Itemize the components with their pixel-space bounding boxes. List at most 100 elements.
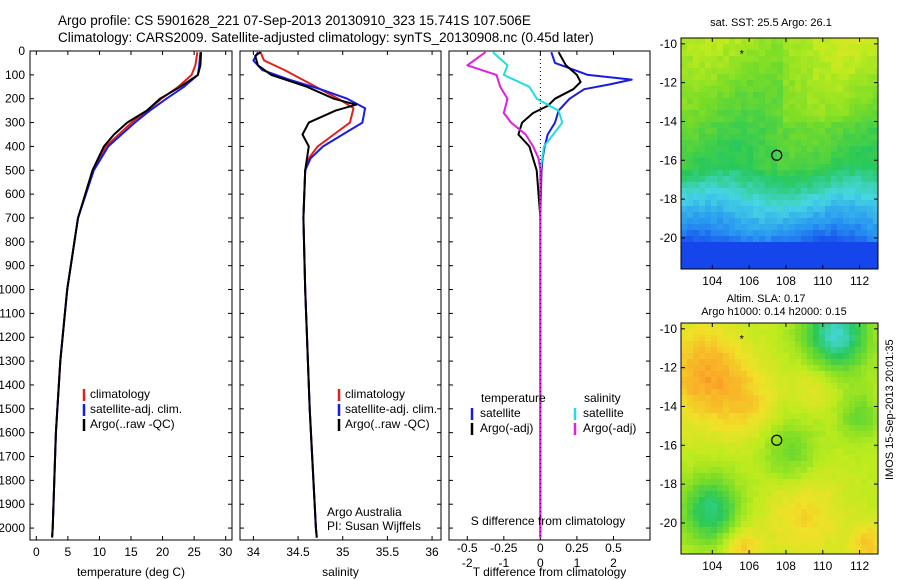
map-cell — [849, 527, 856, 534]
map-cell — [705, 134, 712, 141]
map-cell — [717, 431, 724, 438]
map-cell — [849, 212, 856, 219]
map-cell — [831, 401, 838, 408]
map-cell — [831, 377, 838, 384]
map-cell — [861, 407, 868, 414]
map-cell — [825, 431, 832, 438]
map-cell — [747, 86, 754, 93]
map-cell — [795, 44, 802, 51]
map-cell — [843, 248, 850, 255]
map-cell — [843, 134, 850, 141]
map-cell — [873, 437, 878, 444]
map-cell — [723, 545, 730, 552]
map-cell — [795, 323, 802, 330]
map-cell — [687, 497, 694, 504]
map-cell — [705, 68, 712, 75]
map-cell — [747, 218, 754, 225]
map-cell — [801, 194, 808, 201]
x-tick-label: 110 — [813, 274, 832, 288]
map-cell — [705, 371, 712, 378]
map-cell — [753, 323, 760, 330]
map-cell — [717, 170, 724, 177]
map-cell — [825, 44, 832, 51]
map-cell — [819, 521, 826, 528]
map-cell — [753, 254, 760, 261]
map-cell — [813, 347, 820, 354]
y-tick-label: 1300 — [0, 354, 25, 368]
map-cell — [831, 323, 838, 330]
map-cell — [747, 170, 754, 177]
map-cell — [735, 44, 742, 51]
map-cell — [777, 74, 784, 81]
map-cell — [801, 152, 808, 159]
map-cell — [765, 473, 772, 480]
map-cell — [795, 152, 802, 159]
map-cell — [837, 116, 844, 123]
map-cell — [789, 50, 796, 57]
map-cell — [849, 44, 856, 51]
map-cell — [693, 260, 700, 267]
map-frame — [680, 37, 879, 270]
map-cell — [825, 242, 832, 249]
map-cell — [819, 200, 826, 207]
map-cell — [699, 212, 706, 219]
map-cell — [819, 266, 826, 269]
map-cell — [861, 260, 868, 267]
map-cell — [843, 86, 850, 93]
map-cell — [705, 539, 712, 546]
map-cell — [813, 206, 820, 213]
map-cell — [723, 539, 730, 546]
map-cell — [759, 248, 766, 255]
map-cell — [813, 497, 820, 504]
map-cell — [711, 389, 718, 396]
map-cell — [687, 218, 694, 225]
map-cell — [771, 86, 778, 93]
map-cell — [849, 359, 856, 366]
map-cell — [747, 383, 754, 390]
map-cell — [741, 182, 748, 189]
map-cell — [693, 551, 700, 554]
map-cell — [711, 383, 718, 390]
map-cell — [765, 491, 772, 498]
map-cell — [705, 122, 712, 129]
map-cell — [849, 395, 856, 402]
map-cell — [735, 353, 742, 360]
map-cell — [837, 230, 844, 237]
map-cell — [831, 515, 838, 522]
map-cell — [735, 485, 742, 492]
map-cell — [813, 158, 820, 165]
map-cell — [729, 242, 736, 249]
map-cell — [753, 389, 760, 396]
map-cell — [699, 104, 706, 111]
map-cell — [813, 491, 820, 498]
map-cell — [867, 347, 874, 354]
map-cell — [717, 44, 724, 51]
map-cell — [825, 497, 832, 504]
map-cell — [801, 521, 808, 528]
map-cell — [759, 146, 766, 153]
map-cell — [783, 74, 790, 81]
map-cell — [747, 395, 754, 402]
map-cell — [747, 182, 754, 189]
map-cell — [723, 335, 730, 342]
map-cell — [837, 389, 844, 396]
map-cell — [771, 335, 778, 342]
map-cell — [795, 116, 802, 123]
map-cell — [735, 266, 742, 269]
map-cell — [837, 170, 844, 177]
map-cell — [807, 527, 814, 534]
map-cell — [765, 395, 772, 402]
x-tick-label: 108 — [776, 274, 796, 288]
map-cell — [807, 140, 814, 147]
map-cell — [699, 353, 706, 360]
map-cell — [843, 110, 850, 117]
x-tick-label: 112 — [850, 274, 869, 288]
map-cell — [783, 461, 790, 468]
map-cell — [741, 413, 748, 420]
map-cell — [855, 395, 862, 402]
map-cell — [867, 212, 874, 219]
map-cell — [825, 383, 832, 390]
map-cell — [723, 236, 730, 243]
map-cell — [681, 182, 688, 189]
map-cell — [819, 134, 826, 141]
